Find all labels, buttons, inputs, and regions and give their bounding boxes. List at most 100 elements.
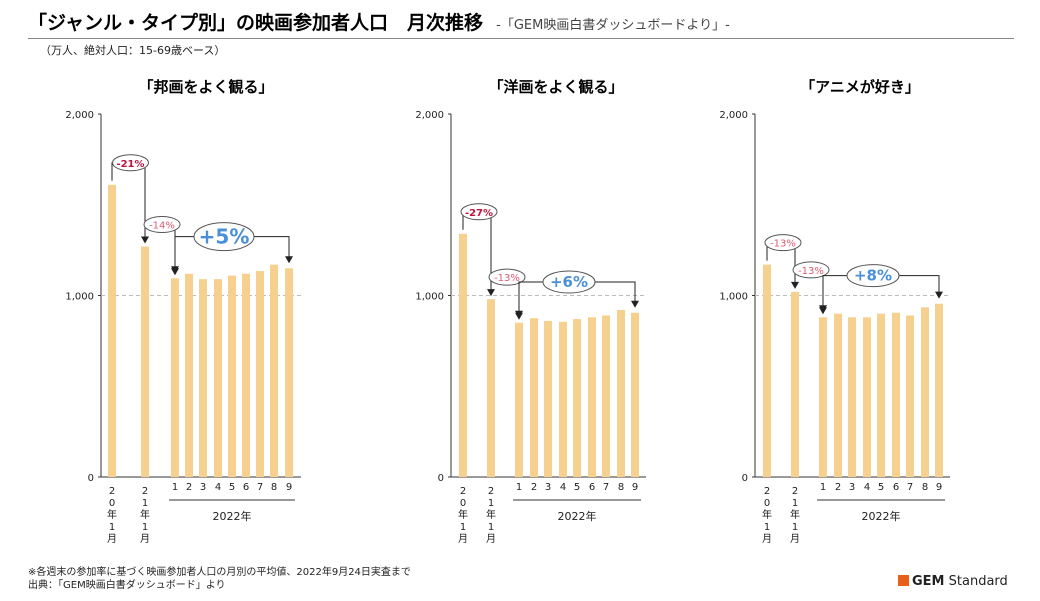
arrowhead <box>285 256 293 264</box>
bar <box>935 303 943 477</box>
x-year-label-char: 年 <box>107 508 117 521</box>
bar <box>141 246 149 477</box>
x-year-label-char: 年 <box>458 508 468 521</box>
x-month-label: 6 <box>243 482 249 493</box>
unit-note: （万人、絶対人口：15-69歳ベース） <box>40 44 226 57</box>
change-callout-bubble <box>112 154 149 172</box>
y-tick-label: 2,000 <box>65 110 94 121</box>
x-month-label: 7 <box>907 482 913 493</box>
footnote-note: ※各週末の参加率に基づく映画参加者人口の月別の平均値、2022年9月24日実査ま… <box>28 567 411 578</box>
x-year-label-char: 0 <box>109 498 115 509</box>
bar <box>848 317 856 477</box>
bar <box>228 275 236 477</box>
gem-standard-logo: GEM Standard <box>898 574 1008 589</box>
x-year-label-char: 1 <box>488 498 494 509</box>
page-title: 「ジャンル・タイプ別」の映画参加者人口 月次推移 <box>28 12 484 34</box>
x-year-label-char: 2 <box>764 486 770 497</box>
bar <box>487 299 495 477</box>
x-year-label-char: 1 <box>488 522 494 533</box>
change-callout-bubble <box>542 270 596 294</box>
y-tick-label: 0 <box>438 473 444 484</box>
bar <box>285 268 293 477</box>
x-month-label: 4 <box>560 482 566 493</box>
bar <box>214 279 222 477</box>
y-tick-label: 2,000 <box>719 110 748 121</box>
x-month-label: 1 <box>820 482 826 493</box>
x-year-label-char: 2 <box>460 486 466 497</box>
x-year-label-char: 0 <box>764 498 770 509</box>
x-month-label: 2 <box>835 482 841 493</box>
x-year-label-char: 0 <box>460 498 466 509</box>
change-bracket <box>462 211 492 296</box>
x-month-label: 4 <box>215 482 221 493</box>
x-month-label: 6 <box>893 482 899 493</box>
x-year-label-char: 年 <box>790 508 800 521</box>
x-month-label: 2 <box>531 482 537 493</box>
footnote: ※各週末の参加率に基づく映画参加者人口の月別の平均値、2022年9月24日実査ま… <box>28 566 411 592</box>
bar <box>631 312 639 477</box>
bar <box>515 322 523 477</box>
bar <box>921 307 929 477</box>
x-month-label: 3 <box>200 482 206 493</box>
x-group-label: 2022年 <box>862 509 901 523</box>
bar <box>819 317 827 477</box>
arrowhead <box>631 300 639 308</box>
x-year-label-char: 月 <box>107 533 117 545</box>
x-year-label-char: 1 <box>460 522 466 533</box>
y-tick-label: 1,000 <box>65 292 94 303</box>
header: 「ジャンル・タイプ別」の映画参加者人口 月次推移 -「GEM映画白書ダッシュボー… <box>28 8 730 35</box>
bar <box>108 184 116 477</box>
x-year-label-char: 1 <box>109 522 115 533</box>
x-year-label-char: 年 <box>762 508 772 521</box>
logo-standard-text: Standard <box>948 574 1008 589</box>
y-tick-label: 0 <box>742 473 748 484</box>
x-year-label-char: 月 <box>762 533 772 545</box>
bar <box>763 264 771 477</box>
x-year-label-char: 1 <box>142 522 148 533</box>
change-callout-bubble <box>488 268 526 286</box>
bar <box>530 318 538 477</box>
bar <box>791 291 799 477</box>
bar <box>588 317 596 477</box>
x-month-label: 8 <box>922 482 928 493</box>
chart-title: 「邦画をよく観る」 <box>138 78 273 96</box>
x-year-label-char: 1 <box>142 498 148 509</box>
bar <box>270 264 278 477</box>
arrowhead <box>171 266 179 274</box>
x-month-label: 4 <box>864 482 870 493</box>
x-month-label: 6 <box>589 482 595 493</box>
change-callout-bubble <box>846 264 900 288</box>
x-year-label-char: 年 <box>486 508 496 521</box>
change-callout-label: -13% <box>770 239 796 250</box>
x-month-label: 8 <box>618 482 624 493</box>
bar <box>544 320 552 477</box>
x-month-label: 7 <box>603 482 609 493</box>
arrowhead <box>935 291 943 299</box>
bar <box>617 310 625 477</box>
x-month-label: 8 <box>271 482 277 493</box>
x-year-label-char: 1 <box>764 522 770 533</box>
change-callout-label: -27% <box>465 208 493 219</box>
bar <box>892 312 900 477</box>
logo-gem-text: GEM <box>912 574 945 589</box>
x-year-label-char: 2 <box>792 486 798 497</box>
x-year-label-char: 月 <box>140 533 150 545</box>
change-callout-bubble <box>193 222 255 252</box>
bar <box>834 313 842 477</box>
bar <box>863 317 871 477</box>
bar <box>559 321 567 477</box>
arrowhead <box>515 310 523 318</box>
x-month-label: 5 <box>878 482 884 493</box>
x-year-label-char: 年 <box>140 508 150 521</box>
x-month-label: 9 <box>286 482 292 493</box>
x-month-label: 7 <box>257 482 263 493</box>
chart-title: 「洋画をよく観る」 <box>488 78 623 96</box>
x-month-label: 1 <box>172 482 178 493</box>
bar <box>242 273 250 477</box>
x-year-label-char: 1 <box>792 522 798 533</box>
page-subtitle: -「GEM映画白書ダッシュボードより」- <box>496 18 730 33</box>
x-year-label-char: 2 <box>488 486 494 497</box>
x-month-label: 2 <box>186 482 192 493</box>
change-callout-label: +5% <box>199 225 250 249</box>
arrowhead <box>819 305 827 313</box>
